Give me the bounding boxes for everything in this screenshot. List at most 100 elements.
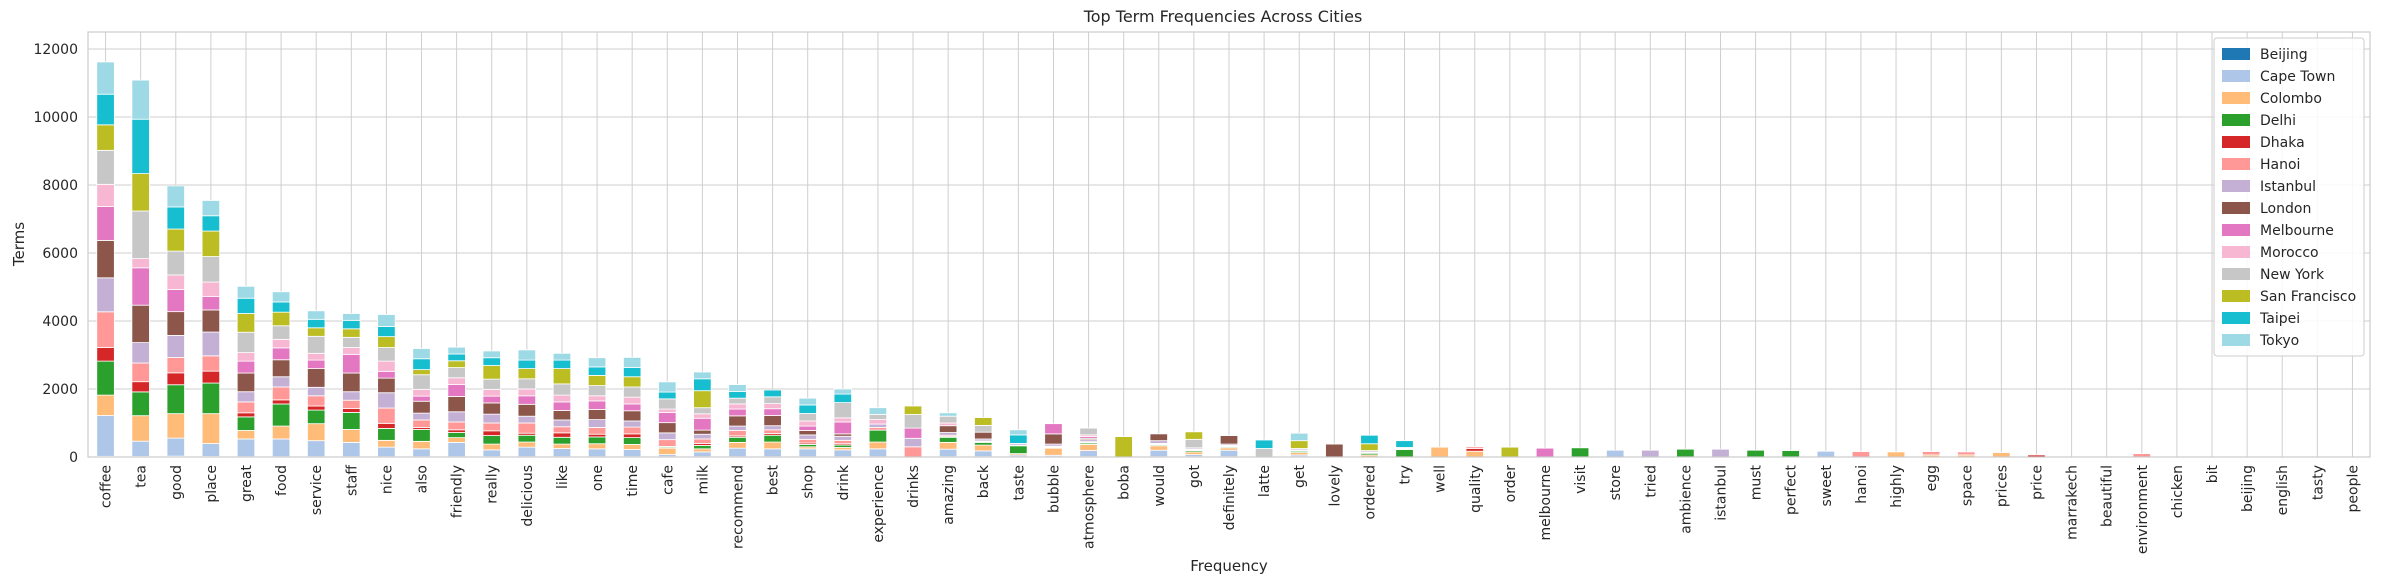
legend-swatch [2222, 268, 2250, 280]
x-tick-label: ordered [1362, 465, 1378, 520]
bar-segment [412, 429, 431, 442]
bar-segment [96, 206, 115, 241]
bar-segment [728, 447, 747, 458]
bar-segment [1079, 427, 1098, 436]
bar-segment [307, 409, 326, 425]
bar-segment [1290, 440, 1309, 449]
bar-segment [517, 441, 537, 448]
bar-segment [201, 215, 221, 232]
bar-segment [447, 367, 466, 379]
x-tick-label: would [1152, 465, 1168, 507]
x-tick-label: drinks [906, 465, 922, 508]
bar-segment [307, 368, 326, 388]
x-tick-label: price [2029, 465, 2045, 500]
x-tick-label: back [976, 464, 992, 498]
bar-segment [96, 183, 115, 207]
bar-segment [447, 384, 466, 397]
bar-segment [517, 359, 537, 370]
x-tick-label: tea [134, 465, 150, 488]
bar-segment [201, 443, 221, 457]
x-tick-label: hanoi [1854, 465, 1870, 504]
bar-segment [798, 404, 817, 414]
bar-segment [1395, 440, 1414, 448]
bar-segment [517, 388, 537, 397]
bar-segment [658, 439, 677, 447]
bar-segment [903, 405, 923, 415]
bar-segment [763, 434, 782, 443]
x-tick-label: order [1503, 465, 1519, 503]
x-tick-label: recommend [730, 465, 746, 549]
bar-segment [587, 427, 607, 435]
legend-swatch [2222, 70, 2250, 82]
x-tick-label: latte [1257, 465, 1273, 497]
bar-segment [552, 448, 572, 458]
bar-segment [1957, 451, 1976, 456]
legend-label: Melbourne [2260, 223, 2334, 239]
bar-segment [693, 433, 712, 440]
bar-segment [868, 414, 888, 420]
bar-segment [342, 347, 361, 355]
x-tick-label: food [274, 465, 290, 496]
bar-segment [447, 441, 466, 458]
x-tick-label: atmosphere [1082, 465, 1098, 549]
bar-segment [1149, 445, 1168, 451]
x-tick-label: bit [2205, 464, 2221, 483]
x-tick-label: istanbul [1714, 465, 1730, 521]
bar-segment [201, 230, 221, 257]
bar-segment [131, 258, 150, 269]
bar-segment [96, 149, 115, 185]
bar-segment [412, 358, 431, 371]
bar-segment [763, 425, 782, 431]
bar-segment [658, 432, 677, 441]
bar-segment [377, 439, 396, 448]
bar-segment [307, 440, 326, 458]
x-tick-label: like [555, 465, 571, 489]
bar-segment [131, 304, 150, 343]
bar-segment [728, 408, 747, 417]
bar-segment [201, 331, 221, 357]
bar-segment [1009, 445, 1028, 454]
bar-segment [377, 314, 396, 327]
x-tick-label: egg [1924, 465, 1940, 491]
bar-segment [166, 372, 185, 386]
bar-segment [236, 313, 256, 333]
bar-segment [482, 430, 501, 436]
bar-segment [1009, 434, 1028, 444]
x-tick-label: marrakech [2065, 465, 2081, 540]
legend-swatch [2222, 334, 2250, 346]
bar-segment [868, 427, 888, 431]
bar-segment [868, 429, 888, 443]
x-tick-label: beautiful [2100, 465, 2116, 527]
y-tick-label: 2000 [42, 382, 78, 398]
bar-segment [412, 419, 431, 428]
bar-segment [622, 426, 642, 435]
bar-segment [236, 360, 256, 374]
legend-label: London [2260, 201, 2311, 217]
bar-segment [271, 338, 291, 349]
legend-label: San Francisco [2260, 289, 2356, 305]
bar-segment [728, 415, 747, 427]
x-tick-label: get [1292, 465, 1308, 489]
bar-segment [166, 274, 185, 290]
legend-swatch [2222, 312, 2250, 324]
bar-segment [377, 336, 396, 348]
x-tick-label: bubble [1046, 465, 1062, 513]
bar-segment [763, 396, 782, 405]
bar-segment [1746, 449, 1765, 458]
bar-segment [307, 405, 326, 411]
bar-segment [1992, 452, 2011, 458]
bar-segment [517, 395, 537, 405]
bar-segment [166, 357, 185, 374]
legend-label: Delhi [2260, 113, 2296, 129]
legend-swatch [2222, 290, 2250, 302]
legend-swatch [2222, 48, 2250, 60]
bar-segment [447, 360, 466, 368]
legend-label: Colombo [2260, 91, 2322, 107]
x-tick-label: boba [1117, 465, 1133, 500]
bar-segment [622, 376, 642, 388]
bar-segment [271, 311, 291, 327]
bar-segment [1079, 444, 1098, 451]
bar-segment [131, 173, 150, 212]
bar-segment [1711, 448, 1730, 458]
